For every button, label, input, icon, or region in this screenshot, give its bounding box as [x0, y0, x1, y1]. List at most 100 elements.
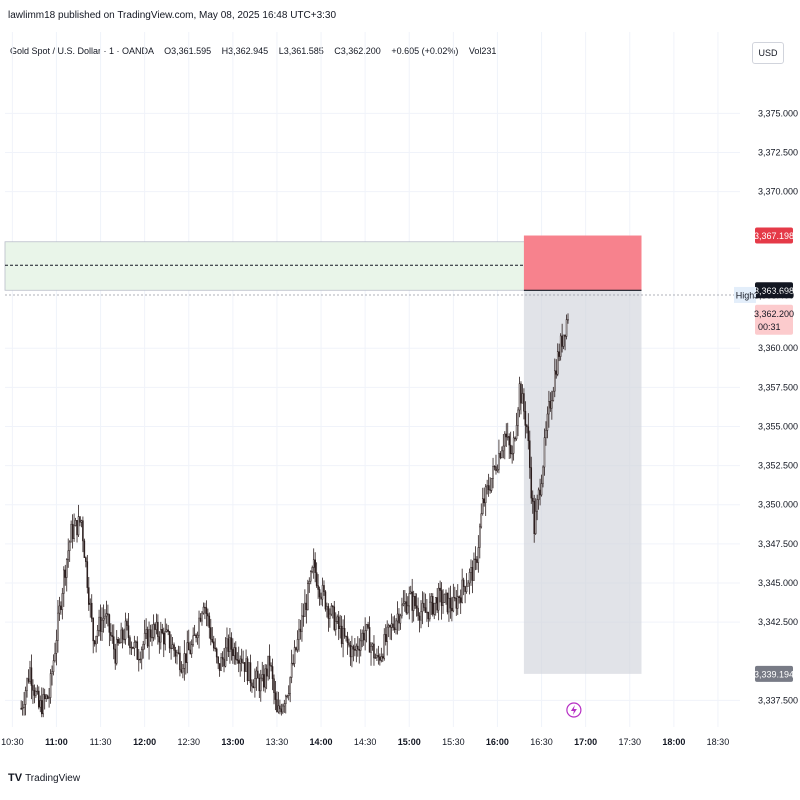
candle-body[interactable] — [537, 489, 540, 500]
candle-body[interactable] — [504, 433, 506, 447]
candle-body[interactable] — [249, 662, 252, 684]
candle-body[interactable] — [324, 591, 327, 610]
candle-body[interactable] — [358, 648, 361, 651]
candle-body[interactable] — [273, 678, 275, 694]
candle-body[interactable] — [339, 625, 341, 630]
candle-body[interactable] — [265, 668, 268, 677]
candle-body[interactable] — [343, 628, 346, 637]
candle-body[interactable] — [262, 674, 265, 688]
candle-body[interactable] — [115, 639, 118, 664]
candle-body[interactable] — [245, 658, 247, 672]
candle-body[interactable] — [55, 640, 58, 654]
candle-body[interactable] — [152, 624, 155, 638]
candle-body[interactable] — [133, 642, 136, 649]
candle-body[interactable] — [93, 640, 96, 645]
candle-body[interactable] — [182, 668, 184, 673]
candle-body[interactable] — [409, 591, 412, 594]
candle-body[interactable] — [183, 653, 186, 669]
candle-body[interactable] — [230, 637, 233, 650]
candle-body[interactable] — [531, 497, 534, 502]
candle-body[interactable] — [257, 670, 259, 679]
candle-body[interactable] — [174, 650, 177, 657]
candle-body[interactable] — [332, 605, 334, 608]
candle-body[interactable] — [267, 655, 269, 677]
candle-body[interactable] — [229, 637, 231, 652]
candle-body[interactable] — [32, 685, 34, 691]
candle-body[interactable] — [386, 626, 388, 642]
candle-body[interactable] — [79, 516, 81, 523]
candle-body[interactable] — [390, 623, 393, 628]
currency-button[interactable]: USD — [752, 42, 784, 64]
candle-body[interactable] — [559, 335, 562, 357]
candle-body[interactable] — [164, 631, 166, 645]
candle-body[interactable] — [437, 587, 440, 611]
candle-body[interactable] — [187, 642, 190, 651]
candle-body[interactable] — [233, 647, 236, 657]
candle-body[interactable] — [221, 657, 224, 660]
candle-body[interactable] — [214, 647, 216, 650]
candle-body[interactable] — [432, 596, 434, 615]
candle-body[interactable] — [113, 636, 115, 650]
candle-body[interactable] — [232, 649, 234, 657]
candle-body[interactable] — [424, 607, 427, 613]
candle-body[interactable] — [481, 498, 484, 514]
candle-body[interactable] — [402, 603, 405, 606]
candle-body[interactable] — [24, 690, 27, 705]
candle-body[interactable] — [502, 445, 505, 452]
candle-body[interactable] — [89, 602, 92, 605]
candle-body[interactable] — [218, 663, 221, 671]
candle-body[interactable] — [51, 671, 53, 674]
candle-body[interactable] — [268, 655, 271, 666]
candle-body[interactable] — [120, 629, 122, 644]
candle-body[interactable] — [65, 559, 68, 578]
candle-body[interactable] — [452, 597, 455, 612]
candle-body[interactable] — [509, 444, 512, 455]
candle-body[interactable] — [136, 641, 139, 660]
candle-body[interactable] — [443, 593, 446, 603]
candle-body[interactable] — [248, 662, 250, 682]
candle-body[interactable] — [359, 640, 362, 651]
candle-body[interactable] — [239, 658, 241, 664]
candle-body[interactable] — [555, 370, 558, 375]
candle-body[interactable] — [101, 619, 103, 632]
candle-body[interactable] — [276, 699, 278, 713]
candle-body[interactable] — [342, 628, 344, 644]
candle-body[interactable] — [285, 695, 287, 705]
candle-body[interactable] — [277, 705, 280, 713]
candle-body[interactable] — [90, 602, 93, 619]
candle-body[interactable] — [423, 602, 425, 608]
candle-body[interactable] — [176, 652, 178, 657]
candle-body[interactable] — [73, 525, 75, 539]
candle-body[interactable] — [282, 705, 284, 713]
candle-body[interactable] — [154, 624, 156, 630]
candle-body[interactable] — [21, 707, 24, 709]
candle-body[interactable] — [454, 597, 456, 599]
candle-body[interactable] — [329, 613, 331, 619]
candle-body[interactable] — [251, 682, 253, 687]
candle-body[interactable] — [295, 647, 297, 651]
candle-body[interactable] — [484, 486, 487, 504]
tradingview-footer[interactable]: TV TradingView — [8, 772, 80, 784]
candle-body[interactable] — [236, 659, 239, 661]
candle-body[interactable] — [430, 596, 433, 603]
candle-body[interactable] — [561, 335, 563, 347]
candle-body[interactable] — [124, 620, 127, 640]
candle-body[interactable] — [110, 632, 112, 636]
candle-body[interactable] — [26, 678, 28, 691]
candle-body[interactable] — [420, 611, 422, 621]
candle-body[interactable] — [396, 613, 399, 622]
candle-body[interactable] — [252, 685, 255, 689]
candle-body[interactable] — [143, 632, 146, 645]
candle-body[interactable] — [61, 593, 64, 610]
candle-body[interactable] — [554, 370, 556, 392]
candle-body[interactable] — [132, 646, 134, 649]
candle-body[interactable] — [357, 645, 359, 650]
candle-body[interactable] — [427, 611, 430, 620]
candle-body[interactable] — [367, 624, 369, 628]
candle-body[interactable] — [499, 453, 502, 458]
candle-body[interactable] — [140, 649, 143, 660]
candle-body[interactable] — [180, 669, 183, 673]
candle-body[interactable] — [539, 489, 541, 496]
candle-body[interactable] — [439, 587, 441, 591]
